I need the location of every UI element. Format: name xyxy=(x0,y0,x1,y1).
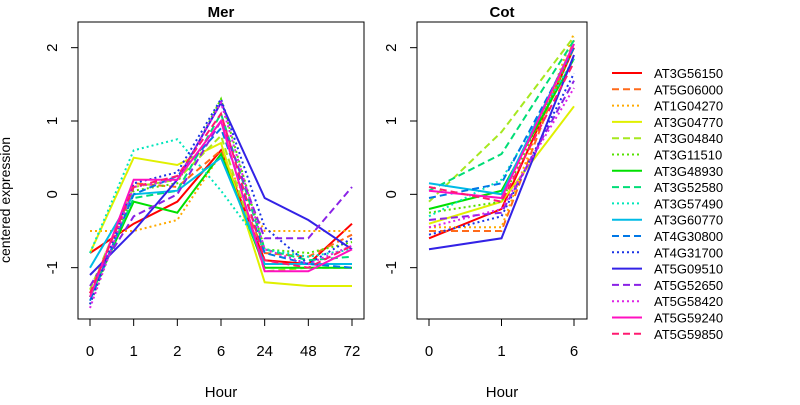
series-line-at3g11510 xyxy=(89,96,353,305)
legend-label-at5g52650: AT5G52650 xyxy=(654,278,723,293)
panel-mer-x-tick-label: 2 xyxy=(173,343,181,360)
legend-label-at4g31700: AT4G31700 xyxy=(654,245,723,260)
legend-label-at3g56150: AT3G56150 xyxy=(654,66,723,81)
series-line-at5g58420 xyxy=(89,100,353,309)
series-line-at3g11510 xyxy=(428,47,575,214)
series-line-at5g52650 xyxy=(428,80,575,221)
panel-cot-title: Cot xyxy=(490,4,515,21)
legend-label-at1g04270: AT1G04270 xyxy=(654,99,723,114)
legend-label-at3g57490: AT3G57490 xyxy=(654,196,723,211)
panel-mer-title: Mer xyxy=(208,4,235,21)
panel-mer-lines xyxy=(89,96,353,309)
panel-cot-x-tick-label: 6 xyxy=(570,343,578,360)
panel-cot-y-tick-label: 1 xyxy=(383,117,400,125)
series-line-at3g57490 xyxy=(89,138,353,258)
legend-label-at3g04840: AT3G04840 xyxy=(654,131,723,146)
panel-mer: Mer Hour 0 1 2 6 24 48 72 -1 0 1 2 xyxy=(44,4,365,401)
legend-label-at5g59240: AT5G59240 xyxy=(654,311,723,326)
panel-cot-lines xyxy=(428,32,575,251)
panel-mer-y-tick-label: 0 xyxy=(44,190,61,198)
panel-mer-x-axis-label: Hour xyxy=(205,384,238,400)
legend-label-at4g30800: AT4G30800 xyxy=(654,229,723,244)
series-line-at5g09510 xyxy=(428,54,575,251)
legend-label-at5g58420: AT5G58420 xyxy=(654,294,723,309)
panel-cot-x-tick-label: 1 xyxy=(497,343,505,360)
legend: AT3G56150AT5G06000AT1G04270AT3G04770AT3G… xyxy=(612,66,723,342)
panel-mer-x-tick-label: 72 xyxy=(344,343,361,360)
series-line-at5g59850 xyxy=(428,61,575,203)
series-line-at5g52650 xyxy=(89,118,353,287)
panel-cot-y-tick-label: -1 xyxy=(383,261,400,274)
panel-mer-x-tick-label: 1 xyxy=(129,343,137,360)
legend-label-at3g52580: AT3G52580 xyxy=(654,180,723,195)
panel-mer-y-tick-label: 1 xyxy=(44,117,61,125)
panel-mer-axes: 0 1 2 6 24 48 72 -1 0 1 2 xyxy=(44,43,360,360)
panel-mer-x-tick-label: 0 xyxy=(86,343,94,360)
legend-label-at5g09510: AT5G09510 xyxy=(654,262,723,277)
series-line-at5g59240 xyxy=(428,43,575,200)
panel-mer-frame xyxy=(77,21,365,320)
legend-label-at5g06000: AT5G06000 xyxy=(654,82,723,97)
panel-cot: Cot Hour 0 1 6 -1 0 1 2 xyxy=(383,4,588,401)
series-line-at3g48930 xyxy=(428,58,575,210)
panel-cot-x-axis-label: Hour xyxy=(486,384,519,400)
series-line-at5g59240 xyxy=(89,118,353,298)
panel-cot-axes: 0 1 6 -1 0 1 2 xyxy=(383,43,578,360)
legend-label-at5g59850: AT5G59850 xyxy=(654,327,723,342)
panel-mer-x-tick-label: 48 xyxy=(300,343,317,360)
series-line-at3g04770 xyxy=(89,141,352,287)
legend-label-at3g11510: AT3G11510 xyxy=(654,148,722,163)
series-line-at4g30800 xyxy=(89,126,353,302)
panel-mer-x-tick-label: 24 xyxy=(256,343,273,360)
panel-cot-y-tick-label: 2 xyxy=(383,43,400,51)
series-line-at5g59850 xyxy=(89,111,353,294)
legend-label-at3g60770: AT3G60770 xyxy=(654,213,723,228)
panel-mer-y-tick-label: -1 xyxy=(44,261,61,274)
legend-label-at3g04770: AT3G04770 xyxy=(654,115,723,130)
legend-label-at3g48930: AT3G48930 xyxy=(654,164,723,179)
panel-mer-x-tick-label: 6 xyxy=(217,343,225,360)
panel-cot-frame xyxy=(416,21,588,320)
series-line-at4g30800 xyxy=(428,47,575,199)
series-line-at3g04770 xyxy=(428,105,575,225)
series-line-at3g57490 xyxy=(428,58,575,218)
series-line-at5g06000 xyxy=(429,39,575,232)
series-line-at3g52580 xyxy=(428,39,575,192)
panel-cot-y-tick-label: 0 xyxy=(383,190,400,198)
panel-mer-y-tick-label: 2 xyxy=(44,43,61,51)
shared-y-axis-label: centered expression xyxy=(0,137,13,263)
series-line-at4g31700 xyxy=(428,72,575,236)
panel-cot-x-tick-label: 0 xyxy=(425,343,433,360)
